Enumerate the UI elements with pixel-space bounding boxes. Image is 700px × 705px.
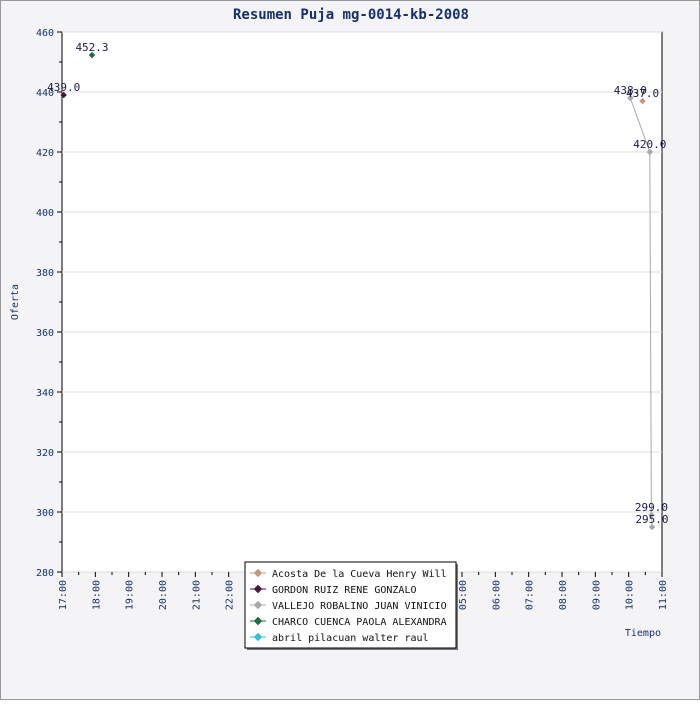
legend-entry: VALLEJO ROBALINO JUAN VINICIO bbox=[272, 601, 447, 612]
x-tick-label: 05:00 bbox=[458, 580, 469, 610]
legend-entry: CHARCO CUENCA PAOLA ALEXANDRA bbox=[272, 617, 447, 628]
y-axis-label: Oferta bbox=[10, 284, 21, 320]
y-tick-label: 300 bbox=[36, 508, 54, 519]
series-line bbox=[629, 97, 653, 528]
plot-area bbox=[61, 31, 663, 573]
x-tick-label: 18:00 bbox=[91, 580, 102, 610]
x-tick-label: 20:00 bbox=[158, 580, 169, 610]
data-label: 299.0 bbox=[635, 501, 668, 514]
data-point bbox=[648, 511, 655, 519]
y-tick-label: 460 bbox=[36, 28, 54, 39]
y-tick-label: 280 bbox=[36, 568, 54, 579]
data-label: 437.0 bbox=[626, 87, 659, 100]
legend-marker bbox=[253, 568, 263, 578]
data-point bbox=[648, 523, 656, 531]
data-point bbox=[646, 148, 654, 156]
legend-box bbox=[244, 561, 457, 649]
data-label: 452.3 bbox=[75, 41, 108, 54]
x-tick-label: 21:00 bbox=[191, 580, 202, 610]
legend: Acosta De la Cueva Henry Will GORDON RUIZ… bbox=[244, 561, 458, 650]
data-point bbox=[626, 94, 634, 102]
x-tick-label: 06:00 bbox=[491, 580, 502, 610]
legend-marker bbox=[253, 632, 263, 642]
x-tick-label: 22:00 bbox=[225, 580, 236, 610]
x-tick-label: 19:00 bbox=[125, 580, 136, 610]
data-label: 295.0 bbox=[635, 513, 668, 526]
legend-marker bbox=[253, 584, 263, 594]
data-label: 438.0 bbox=[614, 84, 647, 97]
data-point bbox=[639, 97, 646, 105]
x-tick-label: 07:00 bbox=[525, 580, 536, 610]
legend-entry: GORDON RUIZ RENE GONZALO bbox=[272, 585, 417, 596]
y-tick-label: 380 bbox=[36, 268, 54, 279]
data-point bbox=[88, 51, 96, 59]
x-tick-label: 09:00 bbox=[591, 580, 602, 610]
data-label: 420.0 bbox=[633, 138, 666, 151]
x-tick-label: 10:00 bbox=[625, 580, 636, 610]
legend-marker bbox=[253, 616, 263, 626]
y-tick-label: 440 bbox=[36, 88, 54, 99]
y-tick-label: 420 bbox=[36, 148, 54, 159]
legend-entry: abril pilacuan walter raul bbox=[272, 633, 429, 644]
x-axis-label: Tiempo bbox=[625, 628, 661, 639]
y-tick-label: 400 bbox=[36, 208, 54, 219]
legend-marker bbox=[253, 600, 263, 610]
data-label: 439.0 bbox=[47, 81, 80, 94]
chart-title: Resumen Puja mg-0014-kb-2008 bbox=[233, 7, 469, 23]
data-point bbox=[60, 91, 68, 99]
legend-entry: Acosta De la Cueva Henry Will bbox=[272, 569, 447, 580]
x-tick-label: 08:00 bbox=[558, 580, 569, 610]
y-tick-label: 340 bbox=[36, 388, 54, 399]
x-tick-label: 11:00 bbox=[658, 580, 669, 610]
y-tick-label: 320 bbox=[36, 448, 54, 459]
x-tick-label: 17:00 bbox=[58, 580, 69, 610]
y-tick-label: 360 bbox=[36, 328, 54, 339]
